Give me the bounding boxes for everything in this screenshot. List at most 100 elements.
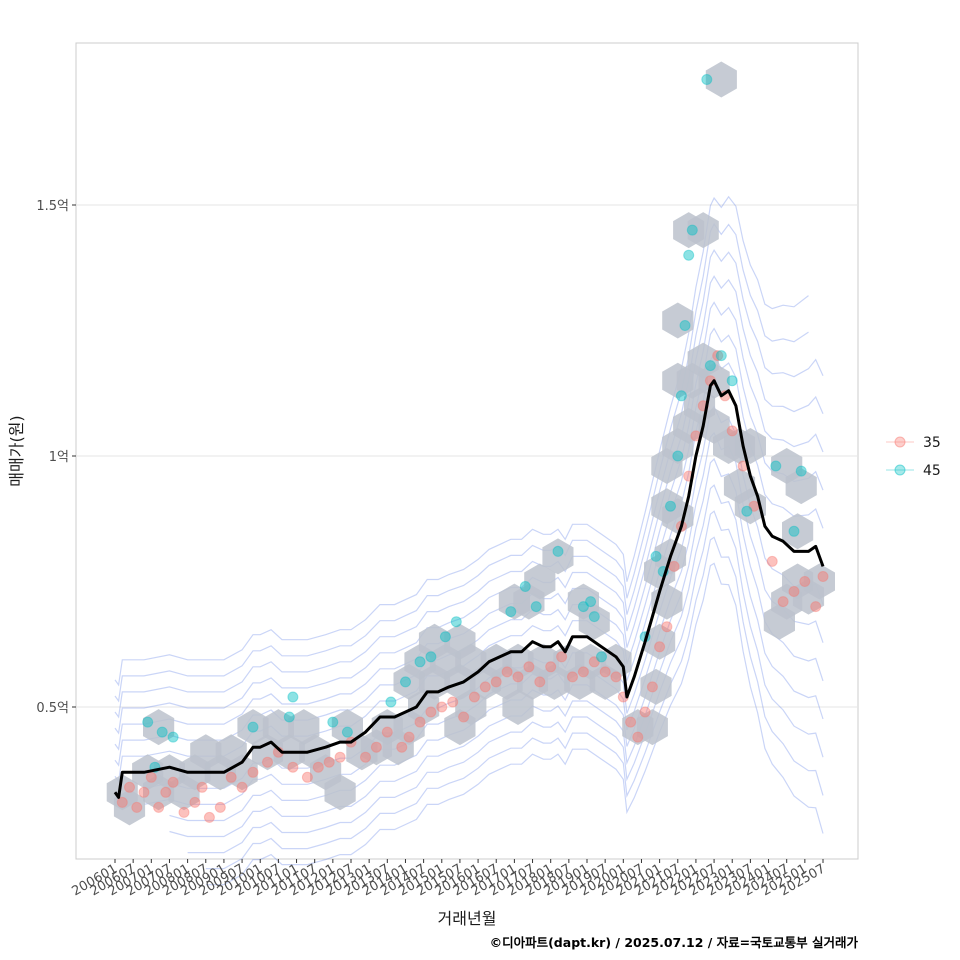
density-contour — [205, 562, 824, 886]
point-35 — [447, 696, 459, 708]
point-45 — [672, 450, 684, 462]
point-35 — [766, 555, 778, 567]
legend-key-35: 35 — [886, 435, 941, 451]
hexbin — [143, 709, 175, 746]
point-35 — [189, 796, 201, 808]
point-35 — [458, 711, 470, 723]
point-35 — [396, 741, 408, 753]
hexbin — [785, 468, 817, 505]
y-axis-title: 매매가(원) — [7, 415, 26, 486]
point-35 — [599, 666, 611, 678]
point-45 — [795, 465, 807, 477]
point-35 — [479, 681, 491, 693]
hexbin — [644, 623, 676, 660]
hexbin — [578, 603, 610, 640]
point-45 — [683, 249, 695, 261]
point-35 — [726, 425, 738, 437]
scatter-points — [116, 74, 829, 823]
point-45 — [287, 691, 299, 703]
point-35 — [196, 781, 208, 793]
point-45 — [665, 500, 676, 512]
point-45 — [167, 731, 179, 743]
point-35 — [490, 676, 502, 688]
point-35 — [817, 571, 829, 582]
point-35 — [639, 706, 651, 718]
point-35 — [225, 771, 237, 783]
point-45 — [450, 616, 462, 628]
hexbin — [524, 563, 556, 600]
point-45 — [283, 711, 295, 723]
point-35 — [145, 771, 157, 783]
point-35 — [236, 781, 248, 793]
point-45 — [519, 581, 531, 592]
point-35 — [312, 761, 324, 773]
point-35 — [646, 681, 658, 693]
y-tick-label: 0.5억 — [36, 701, 69, 716]
point-35 — [414, 716, 426, 728]
point-35 — [287, 761, 299, 773]
point-35 — [545, 661, 557, 673]
point-35 — [178, 806, 190, 818]
hexbin — [705, 61, 737, 98]
point-45 — [788, 525, 800, 537]
point-35 — [777, 596, 789, 608]
y-axis: 0.5억 1억 1.5억 — [36, 199, 76, 716]
point-35 — [247, 766, 259, 778]
point-45 — [425, 651, 437, 663]
point-45 — [650, 550, 662, 562]
point-45 — [156, 726, 168, 738]
point-35 — [588, 656, 600, 668]
density-contour — [114, 195, 809, 687]
point-35 — [501, 666, 513, 678]
point-35 — [788, 586, 800, 597]
point-45 — [385, 696, 397, 708]
point-35 — [167, 776, 179, 788]
point-35 — [116, 796, 128, 808]
legend-key-45: 45 — [886, 463, 941, 479]
point-35 — [556, 651, 568, 663]
point-35 — [360, 751, 371, 763]
density-contour — [187, 510, 824, 854]
point-35 — [567, 671, 578, 683]
point-45 — [588, 611, 600, 623]
trend-line — [113, 379, 825, 799]
hexbin — [803, 563, 835, 600]
hexbin — [662, 302, 694, 339]
point-35 — [131, 801, 143, 813]
point-45 — [552, 545, 564, 557]
point-45 — [701, 74, 713, 85]
point-35 — [334, 751, 346, 763]
point-45 — [715, 350, 727, 362]
point-35 — [262, 756, 273, 768]
hexbin — [636, 709, 668, 746]
point-35 — [124, 781, 135, 793]
point-35 — [301, 771, 313, 783]
legend-dot-35 — [894, 436, 906, 448]
point-35 — [610, 671, 622, 683]
hexbin — [237, 709, 269, 746]
legend: 35 45 — [886, 435, 941, 479]
point-35 — [523, 661, 535, 673]
point-45 — [327, 716, 339, 728]
point-35 — [138, 786, 150, 798]
legend-label-35: 35 — [923, 435, 941, 451]
point-35 — [153, 801, 165, 813]
point-45 — [596, 651, 607, 663]
hexbin — [226, 754, 258, 791]
hexbin — [640, 668, 672, 705]
point-35 — [214, 801, 226, 813]
hexbin — [331, 709, 363, 746]
hexbin — [113, 789, 146, 826]
point-35 — [632, 731, 644, 743]
point-35 — [799, 576, 811, 587]
legend-label-45: 45 — [923, 463, 941, 479]
hexbin — [542, 538, 574, 575]
point-35 — [534, 676, 546, 688]
point-45 — [585, 596, 597, 608]
y-tick-label: 1.5억 — [36, 199, 69, 214]
point-35 — [403, 731, 415, 743]
trend-line-layer — [113, 379, 825, 799]
point-35 — [323, 756, 335, 768]
point-45 — [341, 726, 353, 738]
